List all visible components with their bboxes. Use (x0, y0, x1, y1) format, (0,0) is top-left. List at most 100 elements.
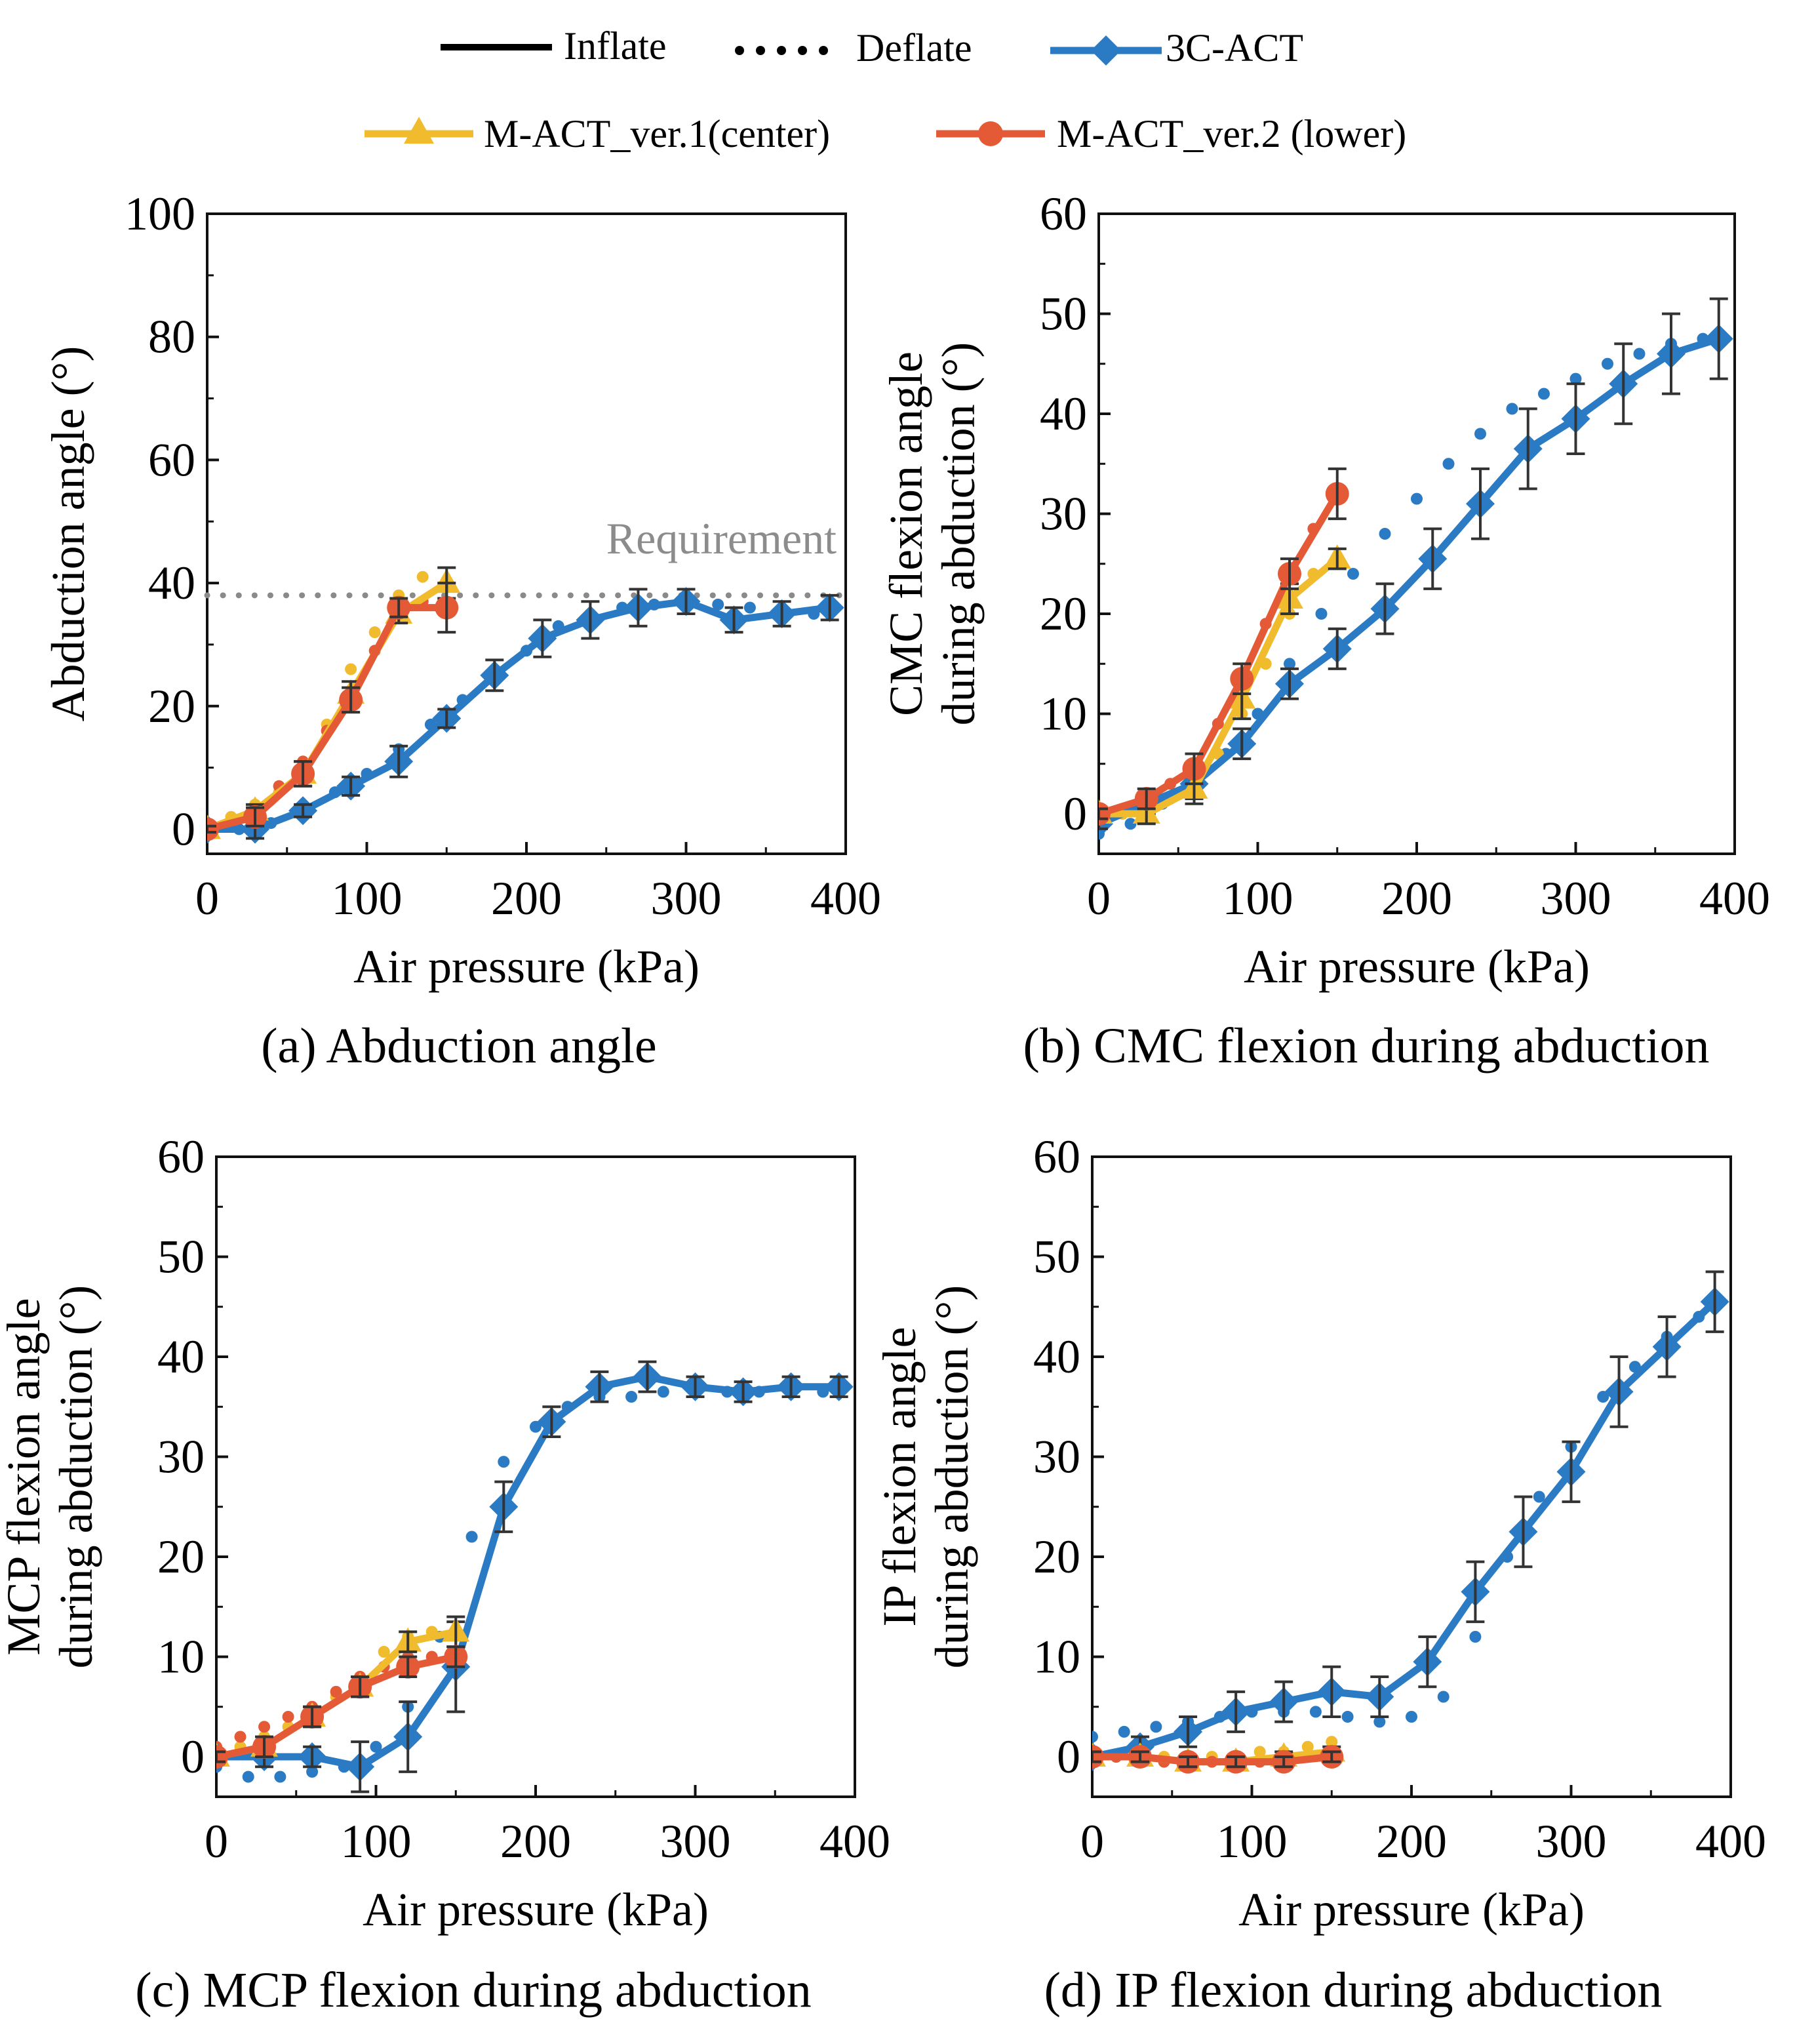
error-bar (1471, 467, 1489, 540)
y-tick-label: 10 (1033, 1631, 1080, 1683)
deflate-point (1569, 372, 1582, 385)
deflate-point (1437, 1691, 1450, 1703)
x-tick-label: 0 (1087, 872, 1111, 925)
y-tick-label: 20 (1033, 1531, 1080, 1583)
y-tick-label: 10 (1040, 688, 1087, 740)
deflate-point (1411, 492, 1423, 505)
y-axis-title-line1: IP flexion angle (873, 1327, 926, 1626)
legend-item-mact2: M-ACT_ver.2 (lower) (936, 112, 1406, 155)
y-tick-label: 0 (181, 1731, 205, 1783)
y-tick-label: 20 (157, 1531, 205, 1583)
y-tick-label: 80 (148, 311, 195, 363)
error-bar (542, 1405, 561, 1438)
deflate-point (1538, 388, 1550, 400)
y-tick-label: 40 (148, 557, 195, 609)
deflate-point (258, 1721, 271, 1733)
error-bar (1466, 1560, 1485, 1624)
deflate-point (242, 1771, 254, 1783)
error-bar (1662, 312, 1680, 395)
x-tick-label: 0 (195, 872, 219, 925)
error-bar (1131, 1750, 1150, 1763)
error-bar (1566, 382, 1585, 455)
error-bar (494, 1480, 513, 1533)
panel-caption: (a) Abduction angle (261, 1018, 657, 1073)
legend-item-mact1: M-ACT_ver.1(center) (365, 112, 830, 155)
x-tick-label: 200 (1381, 872, 1452, 925)
y-axis-title: Abduction angle (°) (42, 346, 94, 722)
error-bar (389, 744, 408, 778)
error-bar (1274, 1755, 1293, 1769)
x-tick-label: 400 (1699, 872, 1770, 925)
error-bar (1227, 1755, 1246, 1769)
x-tick-label: 100 (341, 1815, 412, 1868)
error-bar (446, 1645, 465, 1668)
x-tick-label: 400 (1695, 1815, 1766, 1868)
series-mact2-inflate (1092, 1745, 1344, 1774)
deflate-point (1373, 1715, 1386, 1728)
x-tick-label: 0 (205, 1815, 228, 1868)
error-bar (1657, 1315, 1676, 1378)
x-axis-title: Air pressure (kPa) (1244, 940, 1590, 993)
chart-panel-d: 0 100 200 300 400 0 10 20 30 40 50 60 Air pressure (… (873, 1131, 1766, 2018)
error-bar (677, 588, 696, 615)
error-bar (485, 658, 504, 692)
x-tick-label: 400 (819, 1815, 890, 1868)
y-tick-label: 60 (157, 1131, 205, 1183)
error-bar (1370, 1675, 1389, 1718)
error-bar (1709, 297, 1728, 380)
y-tick-label: 40 (1033, 1331, 1080, 1383)
deflate-point (370, 1740, 382, 1753)
error-bar (1518, 407, 1537, 491)
y-axis-title-line2: during abduction (°) (926, 1285, 978, 1669)
error-bar (1233, 662, 1252, 695)
legend-dots-deflate (735, 46, 828, 55)
legend-item-deflate: Deflate (735, 26, 972, 70)
deflate-point (657, 1386, 669, 1398)
y-tick-label: 30 (157, 1431, 205, 1483)
y-tick-label: 10 (157, 1631, 205, 1683)
y-tick-label: 40 (157, 1331, 205, 1383)
error-bar (1328, 547, 1347, 571)
error-bar (581, 600, 600, 640)
error-bar (686, 1375, 705, 1398)
deflate-point (1406, 1711, 1417, 1723)
error-bar (246, 806, 265, 828)
legend-label-inflate: Inflate (564, 24, 667, 68)
legend: Inflate Deflate 3C-ACT M-ACT_ver.1(cente… (365, 24, 1406, 155)
x-tick-label: 100 (1217, 1815, 1288, 1868)
series-mact2-inflate (207, 582, 459, 841)
error-bar (1514, 1495, 1533, 1569)
error-bar (1322, 1750, 1341, 1763)
deflate-point (1150, 1721, 1162, 1733)
x-tick-label: 200 (491, 872, 562, 925)
deflate-point (1506, 403, 1518, 415)
deflate-point (282, 1711, 294, 1723)
error-bar (1185, 752, 1204, 786)
data-point-circle (207, 817, 219, 841)
panel-caption: (c) MCP flexion during abduction (135, 1963, 811, 2018)
error-bar (1705, 1270, 1724, 1333)
legend-label-mact1: M-ACT_ver.1(center) (484, 112, 830, 155)
deflate-point (1253, 1746, 1266, 1758)
deflate-point (1092, 1731, 1098, 1743)
error-bar (1179, 1715, 1198, 1748)
error-bar (437, 582, 456, 634)
y-tick-label: 0 (1057, 1731, 1080, 1783)
x-axis-title: Air pressure (kPa) (363, 1883, 709, 1936)
error-bar (1328, 627, 1347, 670)
error-bar (1099, 807, 1108, 820)
y-tick-label: 30 (1033, 1431, 1080, 1483)
error-bar (294, 760, 313, 788)
deflate-point (1118, 1725, 1130, 1738)
deflate-point (306, 1765, 319, 1778)
x-tick-label: 300 (651, 872, 722, 925)
deflate-point (1597, 1391, 1609, 1403)
error-bar (781, 1375, 800, 1398)
error-bar (1233, 727, 1252, 761)
deflate-point (1309, 1706, 1322, 1718)
deflate-point (1315, 608, 1328, 620)
error-bar (1423, 527, 1442, 590)
error-bar (389, 597, 408, 618)
error-bar (342, 775, 361, 797)
